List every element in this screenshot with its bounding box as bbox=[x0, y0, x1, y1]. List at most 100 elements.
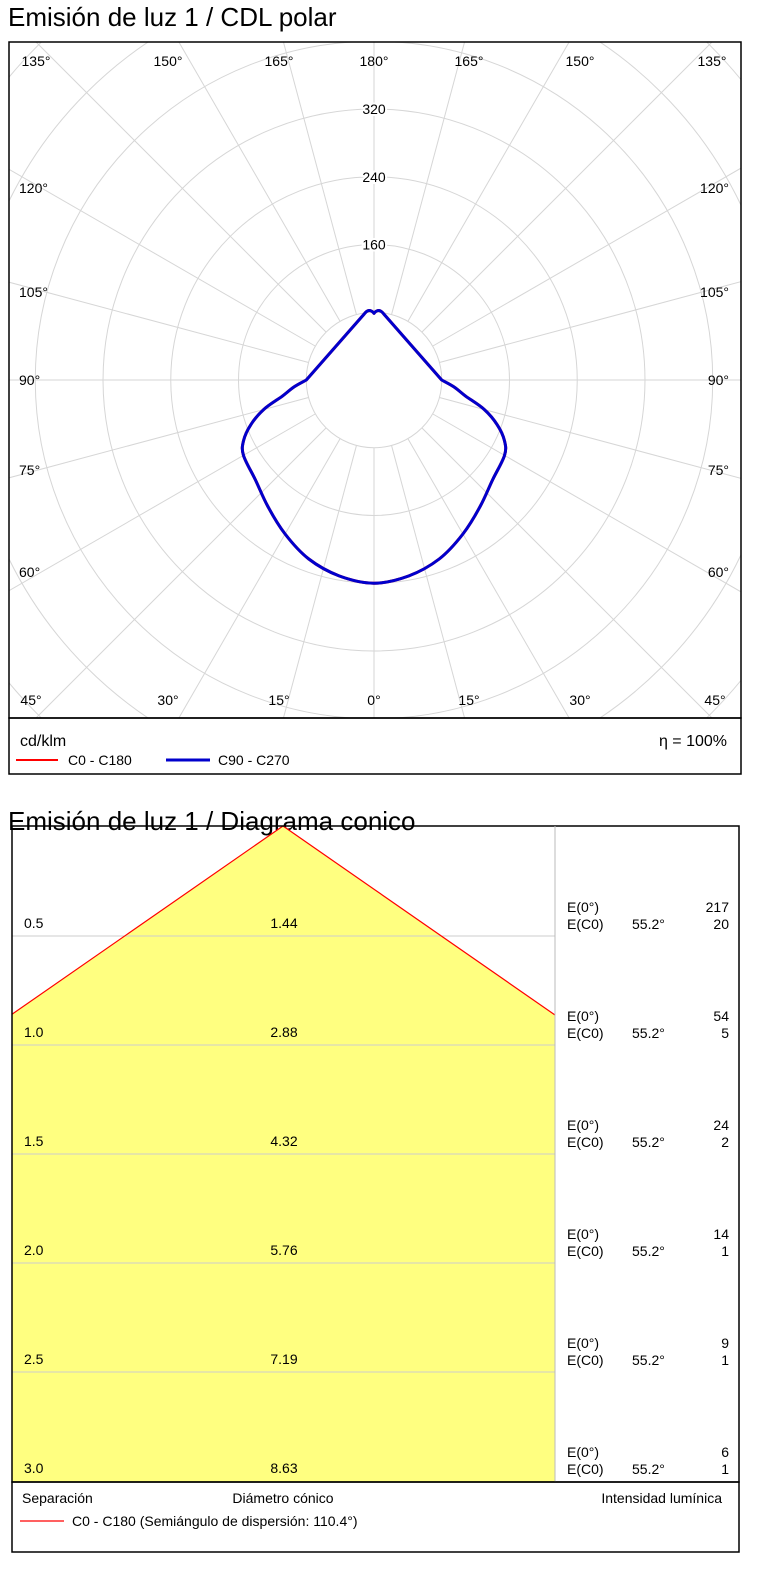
polar-spoke bbox=[439, 281, 741, 363]
polar-spoke bbox=[178, 438, 341, 718]
polar-spoke bbox=[407, 438, 570, 718]
cone-separation-value: 0.5 bbox=[24, 915, 44, 931]
angle-label-top: 150° bbox=[154, 53, 183, 69]
intensity-header: Intensidad lumínica bbox=[601, 1490, 722, 1506]
e0-value: 24 bbox=[713, 1117, 729, 1133]
polar-chart-title: Emisión de luz 1 / CDL polar bbox=[8, 2, 337, 32]
ec0-value: 20 bbox=[713, 916, 729, 932]
angle-label-bottom: 30° bbox=[157, 692, 178, 708]
polar-spoke bbox=[9, 281, 309, 363]
ec0-label: E(C0) bbox=[567, 1134, 604, 1150]
e0-value: 14 bbox=[713, 1226, 729, 1242]
polar-spoke bbox=[282, 445, 357, 718]
polar-spoke bbox=[439, 397, 741, 479]
angle-label-bottom: 45° bbox=[704, 692, 725, 708]
cone-diameter-value: 5.76 bbox=[270, 1242, 297, 1258]
efficiency-label: η = 100% bbox=[659, 733, 727, 750]
cone-legend-label: C0 - C180 (Semiángulo de dispersión: 110… bbox=[72, 1513, 358, 1529]
angle-label-right: 75° bbox=[708, 462, 729, 478]
e0-label: E(0°) bbox=[567, 1008, 599, 1024]
angle-label-left: 105° bbox=[19, 284, 48, 300]
polar-spoke bbox=[9, 413, 316, 592]
radial-tick-label: 160 bbox=[362, 237, 386, 253]
polar-legend-frame bbox=[8, 717, 742, 775]
angle-label-right: 120° bbox=[700, 180, 729, 196]
polar-series-c90-c270 bbox=[240, 309, 508, 585]
cone-diameter-value: 1.44 bbox=[270, 915, 297, 931]
cone-separation-value: 2.0 bbox=[24, 1242, 44, 1258]
polar-spoke bbox=[282, 42, 357, 315]
ec0-label: E(C0) bbox=[567, 916, 604, 932]
angle-label-bottom: 0° bbox=[367, 692, 380, 708]
angle-label-top: 165° bbox=[265, 53, 294, 69]
cone-separation-value: 1.5 bbox=[24, 1133, 44, 1149]
half-angle-value: 55.2° bbox=[632, 916, 665, 932]
e0-label: E(0°) bbox=[567, 1335, 599, 1351]
ec0-value: 5 bbox=[721, 1025, 729, 1041]
e0-value: 54 bbox=[713, 1008, 729, 1024]
ec0-value: 1 bbox=[721, 1243, 729, 1259]
e0-value: 6 bbox=[721, 1444, 729, 1460]
cone-separation-value: 3.0 bbox=[24, 1460, 44, 1476]
radial-tick-label: 240 bbox=[362, 169, 386, 185]
angle-label-bottom: 45° bbox=[20, 692, 41, 708]
angle-label-left: 120° bbox=[19, 180, 48, 196]
half-angle-value: 55.2° bbox=[632, 1025, 665, 1041]
ec0-label: E(C0) bbox=[567, 1025, 604, 1041]
e0-label: E(0°) bbox=[567, 1226, 599, 1242]
angle-label-left: 75° bbox=[19, 462, 40, 478]
polar-spoke bbox=[421, 427, 713, 718]
angle-label-top: 150° bbox=[566, 53, 595, 69]
angle-label-top: 180° bbox=[360, 53, 389, 69]
polar-spoke bbox=[35, 42, 327, 333]
ec0-value: 2 bbox=[721, 1134, 729, 1150]
polar-spoke bbox=[35, 427, 327, 718]
e0-label: E(0°) bbox=[567, 899, 599, 915]
radial-tick-label: 320 bbox=[362, 101, 386, 117]
angle-label-top: 165° bbox=[455, 53, 484, 69]
angle-label-bottom: 15° bbox=[268, 692, 289, 708]
angle-label-top: 135° bbox=[22, 53, 51, 69]
half-angle-value: 55.2° bbox=[632, 1461, 665, 1477]
cone-separation-value: 1.0 bbox=[24, 1024, 44, 1040]
polar-spoke bbox=[432, 413, 741, 593]
ec0-label: E(C0) bbox=[567, 1461, 604, 1477]
polar-spoke bbox=[432, 167, 741, 347]
cone-diameter-value: 7.19 bbox=[270, 1351, 297, 1367]
polar-spoke bbox=[391, 445, 466, 718]
cone-chart-title: Emisión de luz 1 / Diagrama conico bbox=[8, 806, 416, 836]
e0-value: 9 bbox=[721, 1335, 729, 1351]
ec0-label: E(C0) bbox=[567, 1243, 604, 1259]
polar-spoke bbox=[9, 397, 309, 479]
half-angle-value: 55.2° bbox=[632, 1352, 665, 1368]
polar-spoke bbox=[391, 42, 466, 315]
polar-spoke bbox=[407, 42, 570, 322]
angle-label-bottom: 15° bbox=[458, 692, 479, 708]
angle-label-top: 135° bbox=[698, 53, 727, 69]
legend-c0-label: C0 - C180 bbox=[68, 752, 132, 768]
diameter-header: Diámetro cónico bbox=[232, 1490, 333, 1506]
cone-diameter-value: 4.32 bbox=[270, 1133, 297, 1149]
angle-label-bottom: 30° bbox=[569, 692, 590, 708]
e0-label: E(0°) bbox=[567, 1444, 599, 1460]
polar-spoke bbox=[9, 168, 316, 347]
polar-chart: 160 240 320 135° 150° 165° 180° 165° 150° 135° 45°… bbox=[8, 41, 742, 775]
angle-label-left: 60° bbox=[19, 564, 40, 580]
cone-diameter-value: 2.88 bbox=[270, 1024, 297, 1040]
half-angle-value: 55.2° bbox=[632, 1134, 665, 1150]
angle-label-right: 90° bbox=[708, 372, 729, 388]
ec0-value: 1 bbox=[721, 1352, 729, 1368]
e0-value: 217 bbox=[706, 899, 730, 915]
cone-diameter-value: 8.63 bbox=[270, 1460, 297, 1476]
legend-c90-label: C90 - C270 bbox=[218, 752, 290, 768]
polar-spoke bbox=[178, 42, 341, 322]
ec0-value: 1 bbox=[721, 1461, 729, 1477]
polar-spoke bbox=[421, 42, 713, 333]
polar-unit-label: cd/klm bbox=[20, 733, 66, 750]
e0-label: E(0°) bbox=[567, 1117, 599, 1133]
separation-header: Separación bbox=[22, 1490, 93, 1506]
cone-legend-frame bbox=[11, 1481, 740, 1553]
angle-label-left: 90° bbox=[19, 372, 40, 388]
cone-separation-value: 2.5 bbox=[24, 1351, 44, 1367]
